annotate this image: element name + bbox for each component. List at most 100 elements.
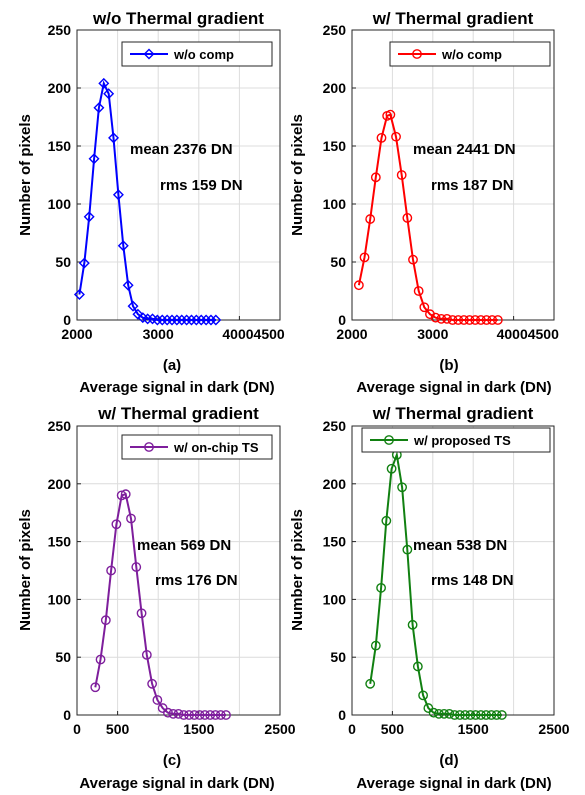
data-point <box>166 314 178 326</box>
y-tick-label: 50 <box>55 254 71 270</box>
x-tick-label: 40004500 <box>222 326 285 342</box>
plot-area <box>77 30 280 320</box>
y-tick-label: 0 <box>338 707 346 723</box>
panel-label: (b) <box>439 357 458 374</box>
data-point <box>430 312 441 323</box>
data-point <box>200 314 212 326</box>
y-tick-label: 0 <box>63 707 71 723</box>
data-point <box>475 710 486 720</box>
y-tick-label: 100 <box>323 591 347 607</box>
legend: w/o comp <box>121 41 273 67</box>
data-point <box>487 315 498 325</box>
data-point <box>459 315 469 325</box>
data-point <box>453 315 464 325</box>
x-tick-label: 500 <box>106 721 130 737</box>
data-point <box>136 608 147 619</box>
data-point <box>176 314 188 326</box>
data-point <box>131 562 142 572</box>
data-point <box>370 172 381 183</box>
data-point <box>464 315 475 325</box>
x-axis-label: Average signal in dark (DN) <box>79 775 274 792</box>
data-point <box>103 88 115 100</box>
data-point <box>365 214 376 224</box>
data-point <box>163 707 173 718</box>
data-point <box>122 279 134 291</box>
data-point <box>365 678 376 689</box>
x-tick-label: 2000 <box>336 326 367 342</box>
data-point <box>116 490 127 501</box>
data-point <box>205 710 216 720</box>
data-point <box>433 708 444 719</box>
x-tick-label: 40004500 <box>497 326 560 342</box>
data-point <box>95 654 106 665</box>
data-point <box>397 482 407 493</box>
legend-entry: w/o comp <box>441 47 502 62</box>
y-tick-label: 100 <box>48 196 72 212</box>
legend-entry: w/o comp <box>173 47 234 62</box>
y-tick-label: 150 <box>48 534 72 550</box>
y-tick-label: 0 <box>63 312 71 328</box>
chart-title: w/o Thermal gradient <box>92 9 264 28</box>
data-point <box>108 132 120 144</box>
data-point <box>413 286 424 296</box>
annotation-mean: mean 2376 DN <box>130 141 233 158</box>
chart-panel-2: 0 50 100 150 200 250 2000 3000 40004500 w/ Therma… <box>289 9 559 396</box>
data-point <box>460 710 471 720</box>
data-point <box>391 131 401 142</box>
series-1 <box>365 449 507 720</box>
data-point <box>210 314 222 326</box>
data-point <box>481 710 492 720</box>
data-point <box>83 211 95 223</box>
data-point <box>181 314 193 326</box>
y-axis-label: Number of pixels <box>289 509 306 631</box>
y-tick-label: 250 <box>48 22 72 38</box>
data-point <box>402 544 413 555</box>
data-point <box>402 213 413 223</box>
data-point <box>178 710 189 720</box>
data-point <box>408 254 418 265</box>
data-point <box>491 710 502 720</box>
data-point <box>184 710 194 720</box>
panel-label: (c) <box>163 752 181 769</box>
data-point <box>78 257 90 269</box>
legend-entry: w/ on-chip TS <box>173 440 259 455</box>
data-point <box>376 132 387 143</box>
series-1 <box>90 489 231 720</box>
plot-area <box>352 30 554 320</box>
data-point <box>449 710 460 720</box>
legend: w/o comp <box>389 41 551 67</box>
data-point <box>386 463 397 474</box>
legend-swatch-marker <box>384 435 394 445</box>
axes-frame <box>76 425 281 716</box>
data-point <box>475 315 486 325</box>
data-point <box>407 619 418 630</box>
legend: w/ on-chip TS <box>121 434 273 460</box>
y-tick-label: 250 <box>48 418 72 434</box>
data-point <box>195 314 207 326</box>
legend-swatch-marker <box>143 48 155 60</box>
data-point <box>112 189 124 201</box>
data-point <box>98 77 110 89</box>
y-axis-label: Number of pixels <box>17 509 34 631</box>
panel-label: (a) <box>163 357 181 374</box>
x-tick-label: 1500 <box>183 721 214 737</box>
x-tick-label: 0 <box>348 721 356 737</box>
legend-swatch-marker <box>412 49 422 59</box>
data-point <box>359 252 370 263</box>
data-point <box>171 314 183 326</box>
annotation-rms: rms 148 DN <box>431 572 514 589</box>
y-tick-label: 150 <box>48 138 72 154</box>
annotation-rms: rms 159 DN <box>160 177 243 194</box>
data-point <box>168 708 179 719</box>
data-point <box>205 314 217 326</box>
data-point <box>465 710 476 720</box>
annotation-rms: rms 187 DN <box>431 177 514 194</box>
x-axis-label: Average signal in dark (DN) <box>79 379 274 396</box>
data-point <box>156 314 168 326</box>
data-point <box>120 489 131 500</box>
x-tick-label: 2000 <box>61 326 92 342</box>
data-point <box>151 314 163 326</box>
x-tick-label: 1500 <box>458 721 489 737</box>
data-point <box>127 300 139 312</box>
